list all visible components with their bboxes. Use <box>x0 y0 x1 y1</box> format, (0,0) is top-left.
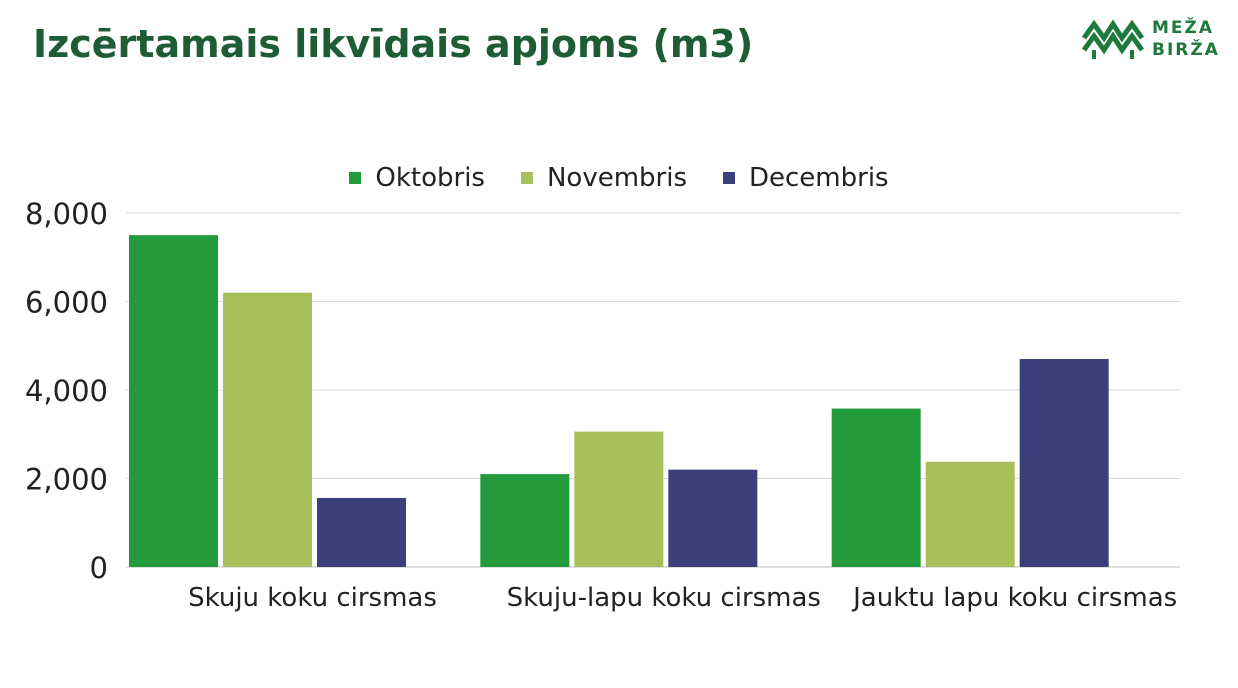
y-tick-label: 2,000 <box>25 463 108 497</box>
legend-label: Novembris <box>546 163 687 193</box>
legend-item-0: Oktobris <box>349 163 485 193</box>
x-tick-label: Skuju-lapu koku cirsmas <box>507 583 821 613</box>
chart-title: Izcērtamais likvīdais apjoms (m3) <box>33 22 754 66</box>
y-tick-label: 8,000 <box>25 197 108 231</box>
legend-item-2: Decembris <box>723 163 889 193</box>
bar-1-0 <box>480 474 570 567</box>
legend-swatch <box>520 172 533 184</box>
legend-swatch <box>349 172 362 184</box>
legend-label: Decembris <box>749 163 889 193</box>
legend-swatch <box>723 172 735 184</box>
bar-0-0 <box>129 235 218 567</box>
y-tick-label: 6,000 <box>25 286 108 320</box>
forest-logo-icon <box>1082 19 1144 59</box>
bar-0-2 <box>317 497 406 567</box>
bar-0-1 <box>223 292 312 567</box>
bar-2-2 <box>1019 359 1109 567</box>
legend-label: Oktobris <box>375 163 485 193</box>
x-tick-label: Skuju koku cirsmas <box>188 583 437 613</box>
bar-2-1 <box>925 461 1015 567</box>
logo-text-line1: MEŽA <box>1152 18 1215 38</box>
chart-legend: Oktobris Novembris Decembris <box>0 163 1238 193</box>
bar-2-0 <box>831 408 921 567</box>
meza-birza-logo: MEŽA BIRŽA <box>1082 16 1227 68</box>
bar-1-1 <box>574 431 664 567</box>
y-tick-label: 0 <box>90 551 108 585</box>
x-tick-label: Jauktu lapu koku cirsmas <box>851 583 1177 613</box>
bar-1-2 <box>668 469 758 567</box>
y-tick-label: 4,000 <box>25 374 108 408</box>
legend-item-1: Novembris <box>520 163 687 193</box>
logo-text-line2: BIRŽA <box>1152 40 1220 60</box>
